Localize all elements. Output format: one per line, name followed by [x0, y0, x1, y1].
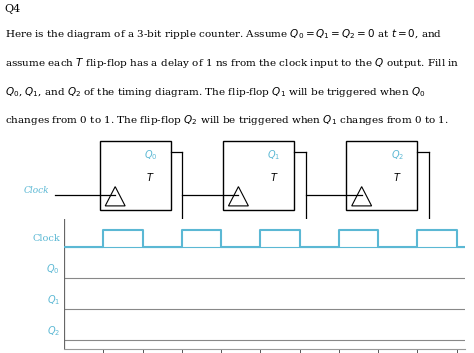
Polygon shape: [228, 187, 248, 206]
Polygon shape: [105, 187, 125, 206]
Text: $Q_1$: $Q_1$: [267, 148, 281, 162]
Text: $T$: $T$: [393, 171, 401, 183]
FancyBboxPatch shape: [223, 141, 294, 210]
Text: $Q_2$: $Q_2$: [391, 148, 404, 162]
Text: $T$: $T$: [270, 171, 278, 183]
Text: Here is the diagram of a 3-bit ripple counter. Assume $Q_0 = Q_1 = Q_2 = 0$ at $: Here is the diagram of a 3-bit ripple co…: [5, 27, 442, 41]
Text: $Q_0$: $Q_0$: [46, 263, 60, 276]
Text: Clock: Clock: [24, 186, 49, 195]
Text: Clock: Clock: [32, 234, 60, 243]
Polygon shape: [352, 187, 372, 206]
FancyBboxPatch shape: [346, 141, 417, 210]
Text: changes from 0 to 1. The flip-flop $Q_2$ will be triggered when $Q_1$ changes fr: changes from 0 to 1. The flip-flop $Q_2$…: [5, 113, 448, 127]
Text: $T$: $T$: [146, 171, 155, 183]
Text: $Q_2$: $Q_2$: [47, 325, 60, 339]
Text: Q4: Q4: [5, 4, 21, 13]
Text: $Q_1$: $Q_1$: [47, 294, 60, 307]
FancyBboxPatch shape: [100, 141, 171, 210]
Text: $Q_0$, $Q_1$, and $Q_2$ of the timing diagram. The flip-flop $Q_1$ will be trigg: $Q_0$, $Q_1$, and $Q_2$ of the timing di…: [5, 84, 425, 98]
Text: $Q_0$: $Q_0$: [144, 148, 157, 162]
Text: assume each $T$ flip-flop has a delay of 1 ns from the clock input to the $Q$ ou: assume each $T$ flip-flop has a delay of…: [5, 56, 459, 70]
